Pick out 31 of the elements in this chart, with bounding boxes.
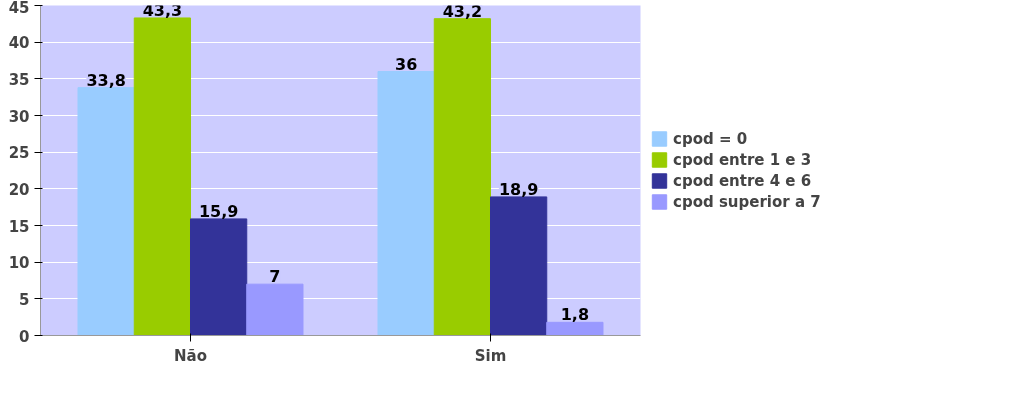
y-tick-label: 10 <box>8 254 30 273</box>
y-tick-label: 35 <box>8 70 30 89</box>
y-tick-label: 40 <box>8 34 30 53</box>
data-label: 33,8 <box>86 70 126 90</box>
data-label: 7 <box>269 267 281 287</box>
legend-label: cpod = 0 <box>673 129 748 148</box>
legend-label: cpod superior a 7 <box>673 192 821 211</box>
y-tick-label: 30 <box>8 107 30 126</box>
x-tick-label: Não <box>174 346 207 365</box>
y-tick-label: 0 <box>19 327 30 346</box>
bar <box>490 196 548 336</box>
bar <box>77 87 135 336</box>
data-label: 15,9 <box>198 201 239 221</box>
data-label: 36 <box>394 54 418 74</box>
data-label: 43,2 <box>442 1 483 21</box>
y-tick-label: 20 <box>8 180 30 199</box>
legend-label: cpod entre 4 e 6 <box>673 171 812 190</box>
y-tick-label: 25 <box>8 144 30 163</box>
bar <box>546 321 604 336</box>
bar <box>246 283 304 336</box>
data-label: 18,9 <box>498 179 539 199</box>
bar <box>433 18 491 336</box>
x-tick-label: Sim <box>474 346 507 365</box>
y-tick-label: 45 <box>8 0 30 17</box>
legend-label: cpod entre 1 e 3 <box>673 150 812 169</box>
bar <box>377 71 435 336</box>
bar <box>133 17 191 336</box>
bar <box>190 218 248 336</box>
y-tick-label: 15 <box>8 217 30 236</box>
data-label: 1,8 <box>560 305 590 325</box>
y-tick-label: 5 <box>19 290 30 309</box>
